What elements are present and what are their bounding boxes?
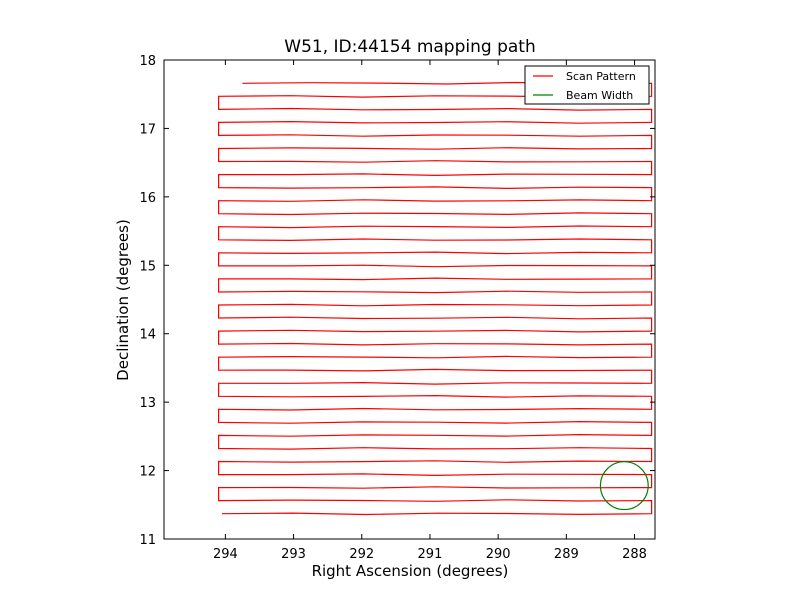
legend-label-beam-width: Beam Width <box>566 89 633 102</box>
x-tick-label: 293 <box>281 547 306 562</box>
y-axis: 11 12 13 14 15 16 17 18 <box>139 54 655 548</box>
legend: Scan Pattern Beam Width <box>524 65 650 105</box>
y-axis-label: Declination (degrees) <box>114 219 132 381</box>
x-axis: 294 293 292 291 290 289 288 <box>213 60 647 562</box>
legend-label-scan-pattern: Scan Pattern <box>566 70 636 83</box>
y-tick-label: 17 <box>139 122 156 137</box>
scan-pattern-line <box>218 81 653 516</box>
y-tick-label: 14 <box>139 328 156 343</box>
y-tick-label: 11 <box>139 533 156 548</box>
x-tick-label: 289 <box>554 547 579 562</box>
legend-box <box>524 65 650 105</box>
y-tick-label: 13 <box>139 396 156 411</box>
x-tick-label: 292 <box>349 547 374 562</box>
plot-area <box>218 81 653 516</box>
x-tick-label: 288 <box>622 547 647 562</box>
y-tick-label: 16 <box>139 191 156 206</box>
x-tick-label: 290 <box>486 547 511 562</box>
x-axis-label: Right Ascension (degrees) <box>312 562 509 580</box>
y-tick-label: 15 <box>139 259 156 274</box>
y-tick-label: 12 <box>139 465 156 480</box>
x-tick-label: 294 <box>213 547 238 562</box>
beam-width-circle <box>599 461 649 511</box>
y-tick-label: 18 <box>139 54 156 69</box>
x-tick-label: 291 <box>418 547 443 562</box>
chart-title: W51, ID:44154 mapping path <box>284 37 535 57</box>
axes-frame <box>163 59 656 540</box>
